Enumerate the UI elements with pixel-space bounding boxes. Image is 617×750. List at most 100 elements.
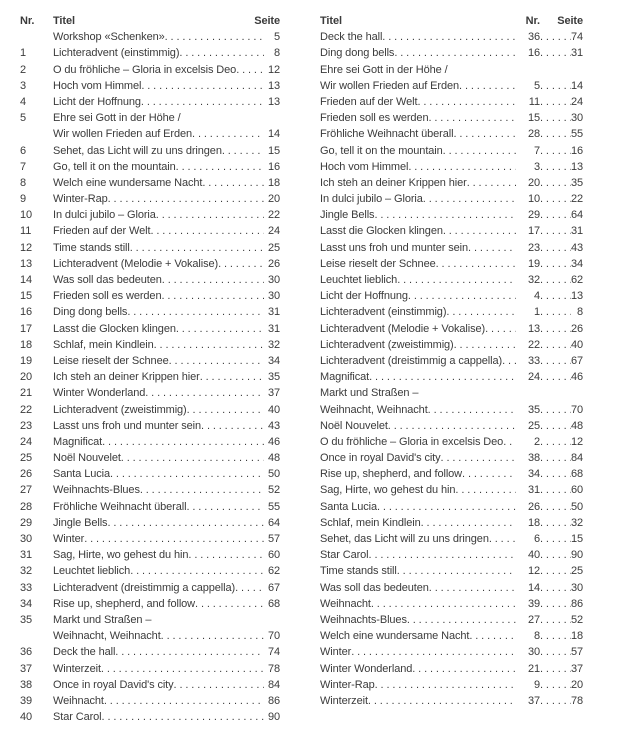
dot-leader (377, 499, 516, 515)
header-titel: Titel (320, 15, 342, 27)
song-title: Lichteradvent (einstimmig) (320, 306, 447, 319)
dot-leader (540, 159, 571, 175)
song-title: Leuchtet lieblich (53, 565, 131, 578)
dot-leader (540, 547, 571, 563)
toc-entry-line: Jingle Bells 29 64 (320, 207, 583, 223)
song-title: Fröhliche Weihnacht überall (53, 500, 187, 513)
page-number: 30 (267, 290, 280, 303)
song-number: 12 (527, 565, 540, 578)
dot-leader (429, 580, 516, 596)
toc-entry-line: Winter 30 57 (320, 644, 583, 660)
dot-leader (408, 288, 516, 304)
dot-leader (459, 78, 516, 94)
song-title: Markt und Straßen – (53, 613, 152, 626)
dot-leader (394, 45, 516, 61)
dot-leader (176, 321, 264, 337)
toc-entry-line: 6 Sehet, das Licht will zu uns dringen 15 (20, 143, 280, 159)
dot-leader (453, 126, 516, 142)
song-number: 7 (533, 144, 540, 157)
song-number: 2 (20, 63, 27, 76)
song-title: O du fröhliche – Gloria in excelsis Deo (53, 63, 237, 76)
page-number: 20 (267, 193, 280, 206)
song-number: 17 (527, 225, 540, 238)
toc-entry-line: 39 Weihnacht 86 (20, 693, 280, 709)
toc-entry-line: Hoch vom Himmel 3 13 (320, 159, 583, 175)
dot-leader (443, 223, 516, 239)
song-number: 20 (20, 371, 33, 384)
toc-entry-line: Winter Wonderland 21 37 (320, 661, 583, 677)
page-number: 78 (267, 662, 280, 675)
dot-leader (540, 207, 571, 223)
toc-entry-line: Welch eine wundersame Nacht 8 18 (320, 628, 583, 644)
toc-entry-line: Wir wollen Frieden auf Erden 5 14 (320, 78, 583, 94)
song-number: 22 (20, 403, 33, 416)
page-number: 57 (267, 533, 280, 545)
toc-entry-line: Santa Lucia 26 50 (320, 499, 583, 515)
song-title: Wir wollen Frieden auf Erden (53, 128, 193, 141)
page-number: 30 (571, 112, 584, 125)
song-number: 6 (20, 144, 27, 157)
toc-entry-line: 15 Frieden soll es werden 30 (20, 288, 280, 304)
song-number: 36 (527, 31, 540, 44)
toc-entry-line: Wir wollen Frieden auf Erden 14 (20, 126, 280, 142)
toc-entry-line: Frieden auf der Welt 11 24 (320, 94, 583, 110)
page-number: 50 (571, 500, 584, 513)
dot-leader (455, 482, 516, 498)
song-number: 36 (20, 646, 33, 659)
dot-leader (162, 272, 264, 288)
song-number: 23 (527, 241, 540, 254)
dot-leader (540, 369, 571, 385)
page-number: 24 (267, 225, 280, 238)
dot-leader (540, 612, 571, 628)
page-number: 50 (267, 468, 280, 481)
song-number: 9 (20, 193, 27, 206)
page-number: 13 (267, 95, 280, 108)
song-title: Welch eine wundersame Nacht (53, 176, 203, 189)
song-number: 23 (20, 419, 33, 432)
song-number: 25 (20, 452, 33, 465)
song-title: Rise up, shepherd, and follow (53, 597, 196, 610)
dot-leader (369, 547, 516, 563)
song-number: 13 (20, 257, 33, 270)
page-number: 15 (267, 144, 280, 157)
toc-entry-line: 33 Lichteradvent (dreistimmig a cappella)… (20, 580, 280, 596)
page-number: 90 (267, 711, 280, 724)
toc-entry-line: Go, tell it on the mountain 7 16 (320, 143, 583, 159)
dot-leader (421, 515, 516, 531)
song-title: Lichteradvent (zweistimmig) (53, 403, 187, 416)
song-title: Winter Wonderland (53, 387, 146, 400)
toc-entry-line: Frieden soll es werden 15 30 (320, 110, 583, 126)
toc-entry-line: 4 Licht der Hoffnung 13 (20, 94, 280, 110)
song-title: Weihnachts-Blues (53, 484, 140, 497)
page-number: 55 (267, 500, 280, 513)
dot-leader (540, 94, 571, 110)
dot-leader (84, 531, 264, 547)
dot-leader (540, 272, 571, 288)
song-number: 3 (533, 160, 540, 173)
page-number: 13 (267, 79, 280, 92)
dot-leader (222, 143, 264, 159)
dot-leader (423, 191, 516, 207)
dot-leader (428, 110, 516, 126)
song-number: 18 (527, 516, 540, 529)
dot-leader (169, 353, 264, 369)
song-number: 8 (533, 630, 540, 643)
song-number: 21 (527, 662, 540, 675)
dot-leader (108, 191, 264, 207)
toc-entry-line: Lichteradvent (zweistimmig) 22 40 (320, 337, 583, 353)
song-title: Magnificat (320, 371, 370, 384)
dot-leader (201, 418, 264, 434)
song-number: 26 (527, 500, 540, 513)
toc-left-header-row: Nr. Titel Seite (20, 13, 280, 29)
song-title: In dulci jubilo – Gloria (320, 193, 423, 206)
song-title: Lichteradvent (dreistimmig a cappella) (53, 581, 236, 594)
song-title: Star Carol (320, 549, 369, 562)
dot-leader (540, 596, 571, 612)
page-number: 74 (267, 646, 280, 659)
page-number: 52 (267, 484, 280, 497)
page-number: 16 (267, 160, 280, 173)
song-number: 30 (527, 646, 540, 659)
dot-leader (192, 126, 264, 142)
page-number: 18 (267, 176, 280, 189)
dot-leader (102, 709, 264, 725)
